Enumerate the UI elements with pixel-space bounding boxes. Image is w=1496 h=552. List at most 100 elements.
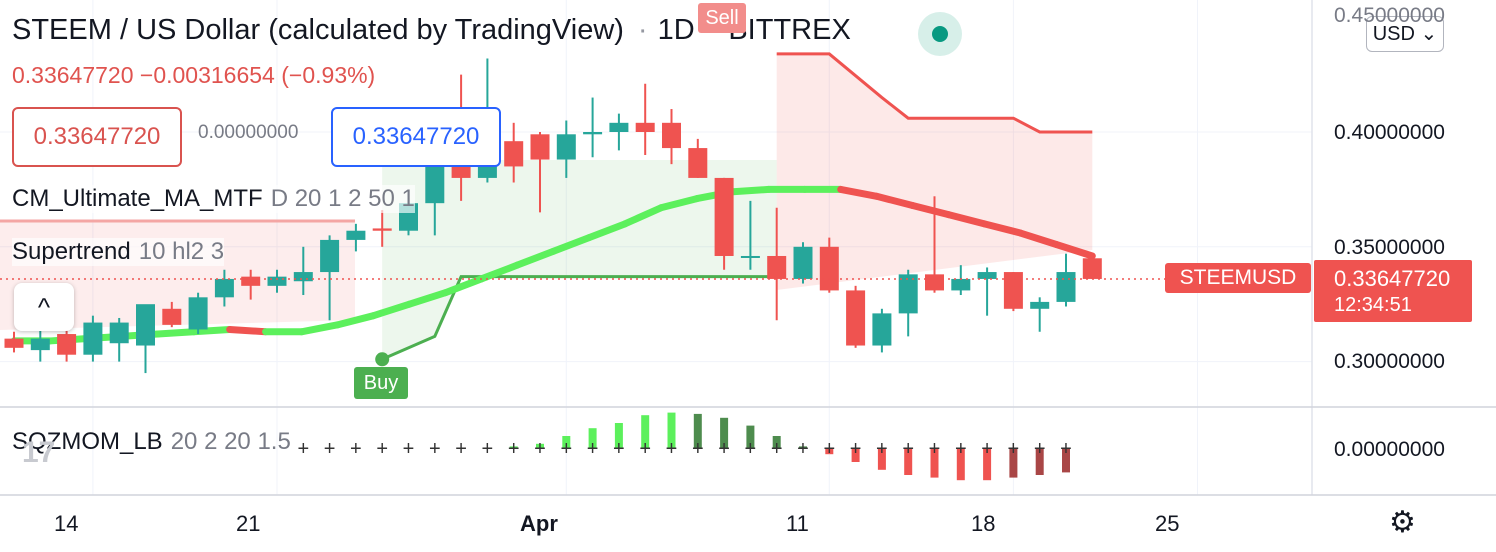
last-price: 0.33647720 — [12, 62, 134, 88]
squeeze-bar — [746, 425, 755, 449]
squeeze-cross: + — [718, 438, 730, 460]
candle-body — [714, 177, 734, 256]
squeeze-bar — [877, 449, 886, 470]
candle-body — [793, 246, 813, 279]
candle-body — [846, 290, 866, 346]
squeeze-bar — [772, 436, 781, 449]
price-row: 0.33647720 −0.00316654 (−0.93%) — [12, 62, 375, 89]
indicator-name: Supertrend — [12, 238, 131, 265]
squeeze-bar — [904, 449, 913, 475]
squeeze-bar — [1035, 449, 1044, 475]
squeeze-cross: + — [692, 438, 704, 460]
squeeze-bar — [720, 417, 729, 449]
squeeze-bar — [799, 446, 807, 449]
indicator-params: 10 hl2 3 — [138, 238, 225, 265]
candle-body — [556, 134, 576, 160]
squeeze-bar — [667, 412, 676, 449]
indicator-legend-supertrend[interactable]: Supertrend 10 hl2 3 — [12, 238, 225, 266]
price-axis-top-label: 0.45000000 — [1334, 4, 1445, 27]
squeeze-cross: + — [297, 438, 309, 460]
candle-body — [662, 122, 681, 149]
candle-body — [477, 164, 497, 178]
squeeze-bar — [509, 446, 518, 449]
candle-body — [57, 334, 77, 355]
squeeze-bar — [1009, 449, 1018, 478]
moving-average-segment — [1016, 229, 1060, 249]
candle-body — [267, 276, 287, 286]
squeeze-cross: + — [955, 438, 967, 460]
squeeze-cross: + — [666, 438, 678, 460]
candle-body — [1030, 301, 1050, 309]
squeeze-cross: + — [376, 438, 388, 460]
buy-button[interactable]: 0.33647720 — [331, 107, 501, 167]
moving-average-segment — [298, 321, 341, 336]
candle-body — [819, 246, 839, 291]
buy-signal-dot — [375, 352, 390, 367]
indicator-name: CM_Ultimate_MA_MTF — [12, 185, 263, 212]
candle-body — [530, 134, 550, 160]
indicator-legend-squeeze[interactable]: SQZMOM_LB 20 2 20 1.5 — [12, 428, 291, 456]
symbol-price-tag: STEEMUSD — [1165, 263, 1311, 293]
sell-signal-label: Sell — [698, 3, 746, 33]
sell-button[interactable]: 0.33647720 — [12, 107, 182, 167]
moving-average-segment — [549, 234, 593, 255]
symbol-title: STEEM / US Dollar (calculated by Trading… — [12, 14, 624, 46]
time-axis-label: 11 — [786, 511, 809, 536]
squeeze-cross: + — [745, 438, 757, 460]
squeeze-cross: + — [455, 438, 467, 460]
candle-body — [1082, 258, 1102, 279]
moving-average-segment — [154, 328, 198, 338]
time-axis-label: 18 — [971, 511, 996, 536]
candle-body — [504, 141, 524, 167]
squeeze-bar — [641, 415, 650, 449]
squeeze-cross: + — [823, 438, 835, 460]
time-axis-label: 25 — [1155, 511, 1180, 536]
buy-signal-label: Buy — [354, 367, 408, 399]
candle-body — [872, 313, 892, 346]
moving-average-segment — [405, 289, 449, 308]
squeeze-bar — [930, 449, 939, 478]
moving-average-segment — [441, 275, 485, 297]
moving-average-segment — [621, 204, 665, 228]
indicator-name: SQZMOM_LB — [12, 428, 163, 455]
moving-average-segment — [1052, 241, 1096, 260]
moving-average-segment — [477, 261, 521, 283]
collapse-legend-button[interactable]: ^ — [14, 283, 74, 331]
moving-average-segment — [333, 312, 377, 329]
squeeze-cross: + — [1060, 438, 1072, 460]
price-axis-label: 0.40000000 — [1334, 121, 1445, 144]
candle-body — [136, 304, 155, 346]
candle-body — [767, 255, 787, 279]
moving-average-segment — [513, 247, 557, 269]
squeeze-bar — [536, 443, 544, 449]
candle-body — [898, 274, 918, 314]
squeeze-bar — [693, 413, 702, 449]
squeeze-cross: + — [876, 438, 888, 460]
spread-value: 0.00000000 — [198, 122, 299, 143]
market-open-icon — [918, 12, 962, 56]
candle-body — [635, 122, 655, 132]
indicator-params: D 20 1 2 50 1 — [270, 185, 415, 212]
tradingview-logo: 17 — [22, 436, 56, 469]
candle-body — [188, 297, 208, 330]
symbol-header[interactable]: STEEM / US Dollar (calculated by Trading… — [12, 14, 861, 47]
bar-countdown: 12:34:51 — [1334, 294, 1412, 316]
price-change-pct: (−0.93%) — [281, 62, 376, 88]
moving-average-segment — [190, 325, 234, 336]
squeeze-cross: + — [482, 438, 494, 460]
time-axis-label: 14 — [54, 511, 79, 536]
squeeze-bar — [983, 449, 992, 481]
moving-average-segment — [873, 192, 917, 209]
settings-gear-icon[interactable]: ⚙ — [1389, 506, 1416, 539]
candle-body — [162, 308, 182, 325]
squeeze-bar — [588, 428, 597, 449]
supertrend-down-line — [776, 52, 1093, 134]
moving-average-segment — [226, 325, 270, 336]
squeeze-cross: + — [403, 438, 415, 460]
currency-select[interactable]: USD ⌄ — [1366, 16, 1444, 52]
indicator-legend-ma[interactable]: CM_Ultimate_MA_MTF D 20 1 2 50 1 — [12, 185, 415, 213]
chevron-up-icon: ^ — [37, 292, 51, 322]
interval-label[interactable]: 1D — [657, 14, 695, 46]
squeeze-cross: + — [508, 438, 520, 460]
